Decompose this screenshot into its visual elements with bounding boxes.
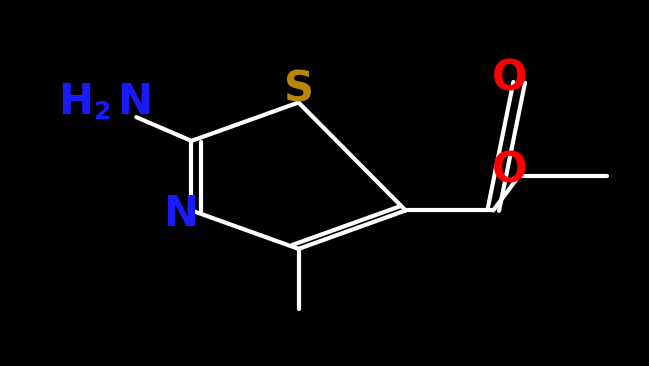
Text: O: O [492, 149, 527, 191]
Text: S: S [284, 69, 313, 111]
Text: H: H [58, 82, 93, 123]
Text: O: O [492, 58, 527, 100]
Text: 2: 2 [94, 100, 112, 124]
Text: N: N [163, 193, 198, 235]
Text: N: N [117, 82, 152, 123]
